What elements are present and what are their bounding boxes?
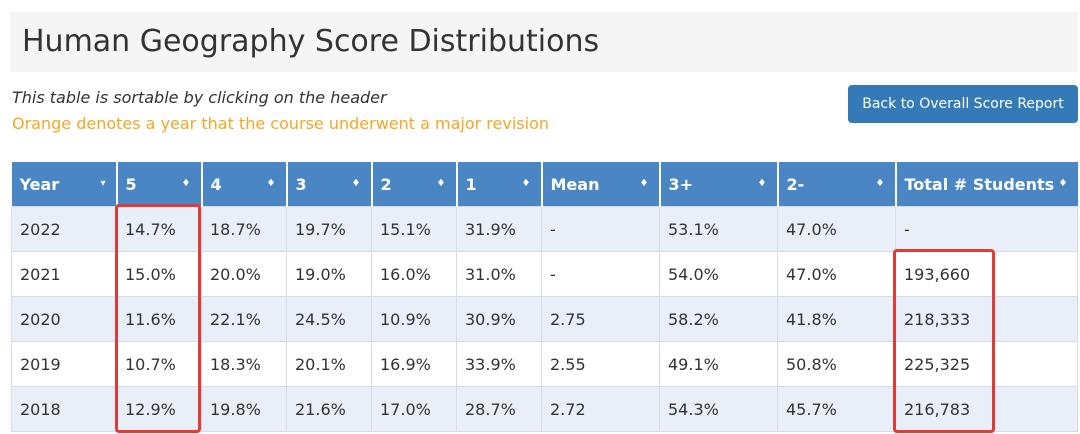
cell-score-3: 19.0% — [286, 251, 372, 297]
cell-score-4: 22.1% — [201, 296, 287, 342]
cell-score-2: 15.1% — [371, 206, 457, 252]
cell-year: 2021 — [11, 251, 117, 297]
sort-desc-icon: ▾ — [100, 178, 106, 189]
header-2-minus[interactable]: 2- ♦ — [777, 162, 897, 207]
cell-score-4: 18.7% — [201, 206, 287, 252]
cell-score-3: 24.5% — [286, 296, 372, 342]
cell-year: 2020 — [11, 296, 117, 342]
sort-icon: ♦ — [875, 178, 885, 189]
sort-icon: ♦ — [181, 178, 191, 189]
cell-score-4: 18.3% — [201, 341, 287, 387]
cell-total-students: 216,783 — [895, 386, 1078, 432]
cell-year: 2018 — [11, 386, 117, 432]
table-row: 2020 11.6% 22.1% 24.5% 10.9% 30.9% 2.75 … — [11, 296, 1078, 342]
cell-3-plus: 54.3% — [659, 386, 778, 432]
table-row: 2018 12.9% 19.8% 21.6% 17.0% 28.7% 2.72 … — [11, 386, 1078, 432]
header-total-students[interactable]: Total # Students ♦ — [895, 162, 1078, 207]
cell-year: 2019 — [11, 341, 117, 387]
header-label: Total # Students — [904, 174, 1055, 194]
cell-score-5: 12.9% — [116, 386, 202, 432]
cell-score-2: 10.9% — [371, 296, 457, 342]
cell-total-students: 218,333 — [895, 296, 1078, 342]
table-row: 2022 14.7% 18.7% 19.7% 15.1% 31.9% - 53.… — [11, 206, 1078, 252]
cell-total-students: 193,660 — [895, 251, 1078, 297]
header-label: 3 — [295, 174, 307, 194]
revision-note: Orange denotes a year that the course un… — [12, 114, 549, 133]
cell-score-3: 19.7% — [286, 206, 372, 252]
cell-score-4: 19.8% — [201, 386, 287, 432]
cell-score-5: 15.0% — [116, 251, 202, 297]
cell-2-minus: 41.8% — [777, 296, 896, 342]
cell-total-students: 225,325 — [895, 341, 1078, 387]
page-title: Human Geography Score Distributions — [22, 24, 600, 59]
cell-score-1: 30.9% — [456, 296, 542, 342]
cell-score-1: 28.7% — [456, 386, 542, 432]
sort-icon: ♦ — [436, 178, 446, 189]
table-row: 2019 10.7% 18.3% 20.1% 16.9% 33.9% 2.55 … — [11, 341, 1078, 387]
back-to-overall-score-report-button[interactable]: Back to Overall Score Report — [848, 85, 1078, 123]
header-score-4[interactable]: 4 ♦ — [201, 162, 288, 207]
header-mean[interactable]: Mean ♦ — [541, 162, 661, 207]
sortable-note: This table is sortable by clicking on th… — [12, 88, 387, 107]
cell-total-students: - — [895, 206, 1078, 252]
header-score-3[interactable]: 3 ♦ — [286, 162, 373, 207]
title-bar: Human Geography Score Distributions — [10, 12, 1078, 72]
table-row: 2021 15.0% 20.0% 19.0% 16.0% 31.0% - 54.… — [11, 251, 1078, 297]
cell-score-1: 33.9% — [456, 341, 542, 387]
cell-3-plus: 54.0% — [659, 251, 778, 297]
cell-mean: 2.55 — [541, 341, 660, 387]
header-score-2[interactable]: 2 ♦ — [371, 162, 458, 207]
sort-icon: ♦ — [351, 178, 361, 189]
score-distribution-table: Year ▾ 5 ♦ 4 ♦ 3 ♦ 2 ♦ 1 ♦ Mean ♦ 3+ ♦ 2- ♦ Total… — [11, 162, 1078, 432]
header-label: 4 — [210, 174, 222, 194]
cell-2-minus: 47.0% — [777, 206, 896, 252]
cell-mean: 2.72 — [541, 386, 660, 432]
cell-3-plus: 58.2% — [659, 296, 778, 342]
sort-icon: ♦ — [521, 178, 531, 189]
cell-score-5: 11.6% — [116, 296, 202, 342]
cell-year: 2022 — [11, 206, 117, 252]
header-label: 5 — [125, 174, 137, 194]
header-3-plus[interactable]: 3+ ♦ — [659, 162, 779, 207]
header-label: 3+ — [668, 174, 694, 194]
header-score-1[interactable]: 1 ♦ — [456, 162, 543, 207]
cell-score-1: 31.0% — [456, 251, 542, 297]
cell-mean: 2.75 — [541, 296, 660, 342]
cell-score-3: 21.6% — [286, 386, 372, 432]
cell-score-4: 20.0% — [201, 251, 287, 297]
cell-3-plus: 49.1% — [659, 341, 778, 387]
cell-score-5: 14.7% — [116, 206, 202, 252]
cell-2-minus: 45.7% — [777, 386, 896, 432]
header-year[interactable]: Year ▾ — [11, 162, 118, 207]
header-label: 2- — [786, 174, 805, 194]
cell-2-minus: 47.0% — [777, 251, 896, 297]
cell-score-2: 17.0% — [371, 386, 457, 432]
sort-icon: ♦ — [1058, 178, 1068, 189]
cell-mean: - — [541, 251, 660, 297]
sort-icon: ♦ — [639, 178, 649, 189]
header-label: Year — [19, 174, 60, 194]
sort-icon: ♦ — [757, 178, 767, 189]
cell-score-1: 31.9% — [456, 206, 542, 252]
header-label: 2 — [380, 174, 392, 194]
table-header-row: Year ▾ 5 ♦ 4 ♦ 3 ♦ 2 ♦ 1 ♦ Mean ♦ 3+ ♦ 2- ♦ Total… — [11, 162, 1078, 207]
header-label: Mean — [550, 174, 600, 194]
header-score-5[interactable]: 5 ♦ — [116, 162, 203, 207]
cell-score-2: 16.9% — [371, 341, 457, 387]
cell-score-3: 20.1% — [286, 341, 372, 387]
cell-score-5: 10.7% — [116, 341, 202, 387]
sort-icon: ♦ — [266, 178, 276, 189]
cell-mean: - — [541, 206, 660, 252]
cell-3-plus: 53.1% — [659, 206, 778, 252]
cell-score-2: 16.0% — [371, 251, 457, 297]
header-label: 1 — [465, 174, 477, 194]
cell-2-minus: 50.8% — [777, 341, 896, 387]
